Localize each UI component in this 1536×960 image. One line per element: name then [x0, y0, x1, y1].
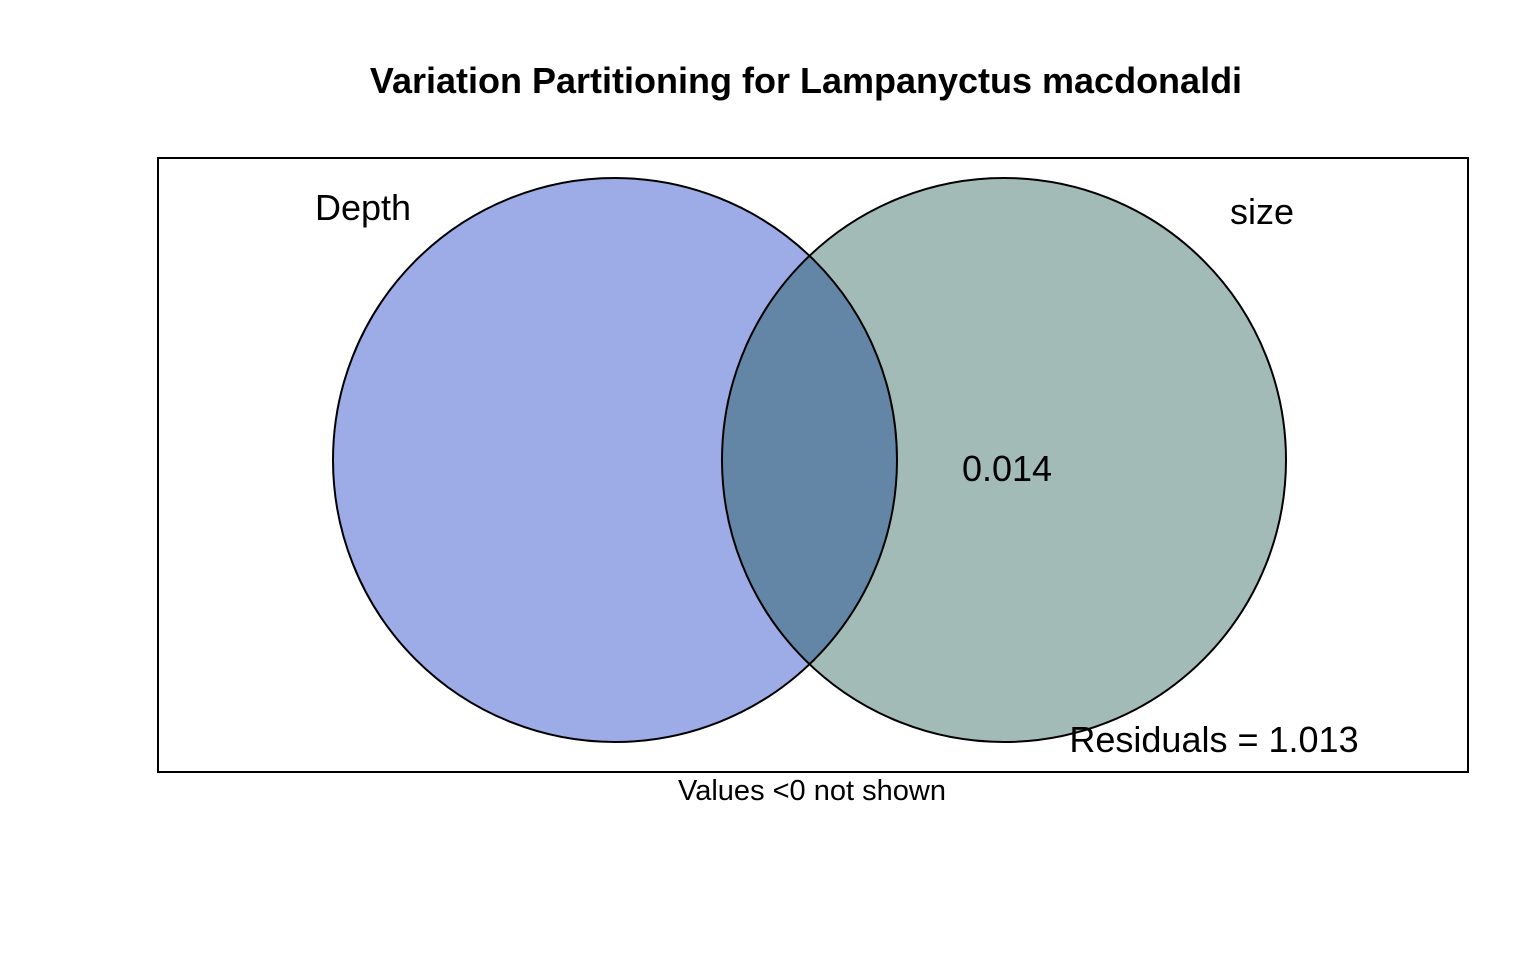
- depth-circle-outline: [332, 177, 898, 743]
- depth-circle: [333, 178, 897, 742]
- size-circle: [722, 178, 1286, 742]
- depth-label: Depth: [315, 187, 411, 228]
- size-fraction-value: 0.014: [962, 448, 1052, 489]
- page-title: Variation Partitioning for Lampanyctus m…: [370, 60, 1242, 101]
- footnote: Values <0 not shown: [678, 775, 946, 807]
- residuals-label: Residuals = 1.013: [1069, 719, 1358, 760]
- size-label: size: [1230, 191, 1294, 232]
- size-circle-outline: [721, 177, 1287, 743]
- plot-frame: [157, 157, 1469, 773]
